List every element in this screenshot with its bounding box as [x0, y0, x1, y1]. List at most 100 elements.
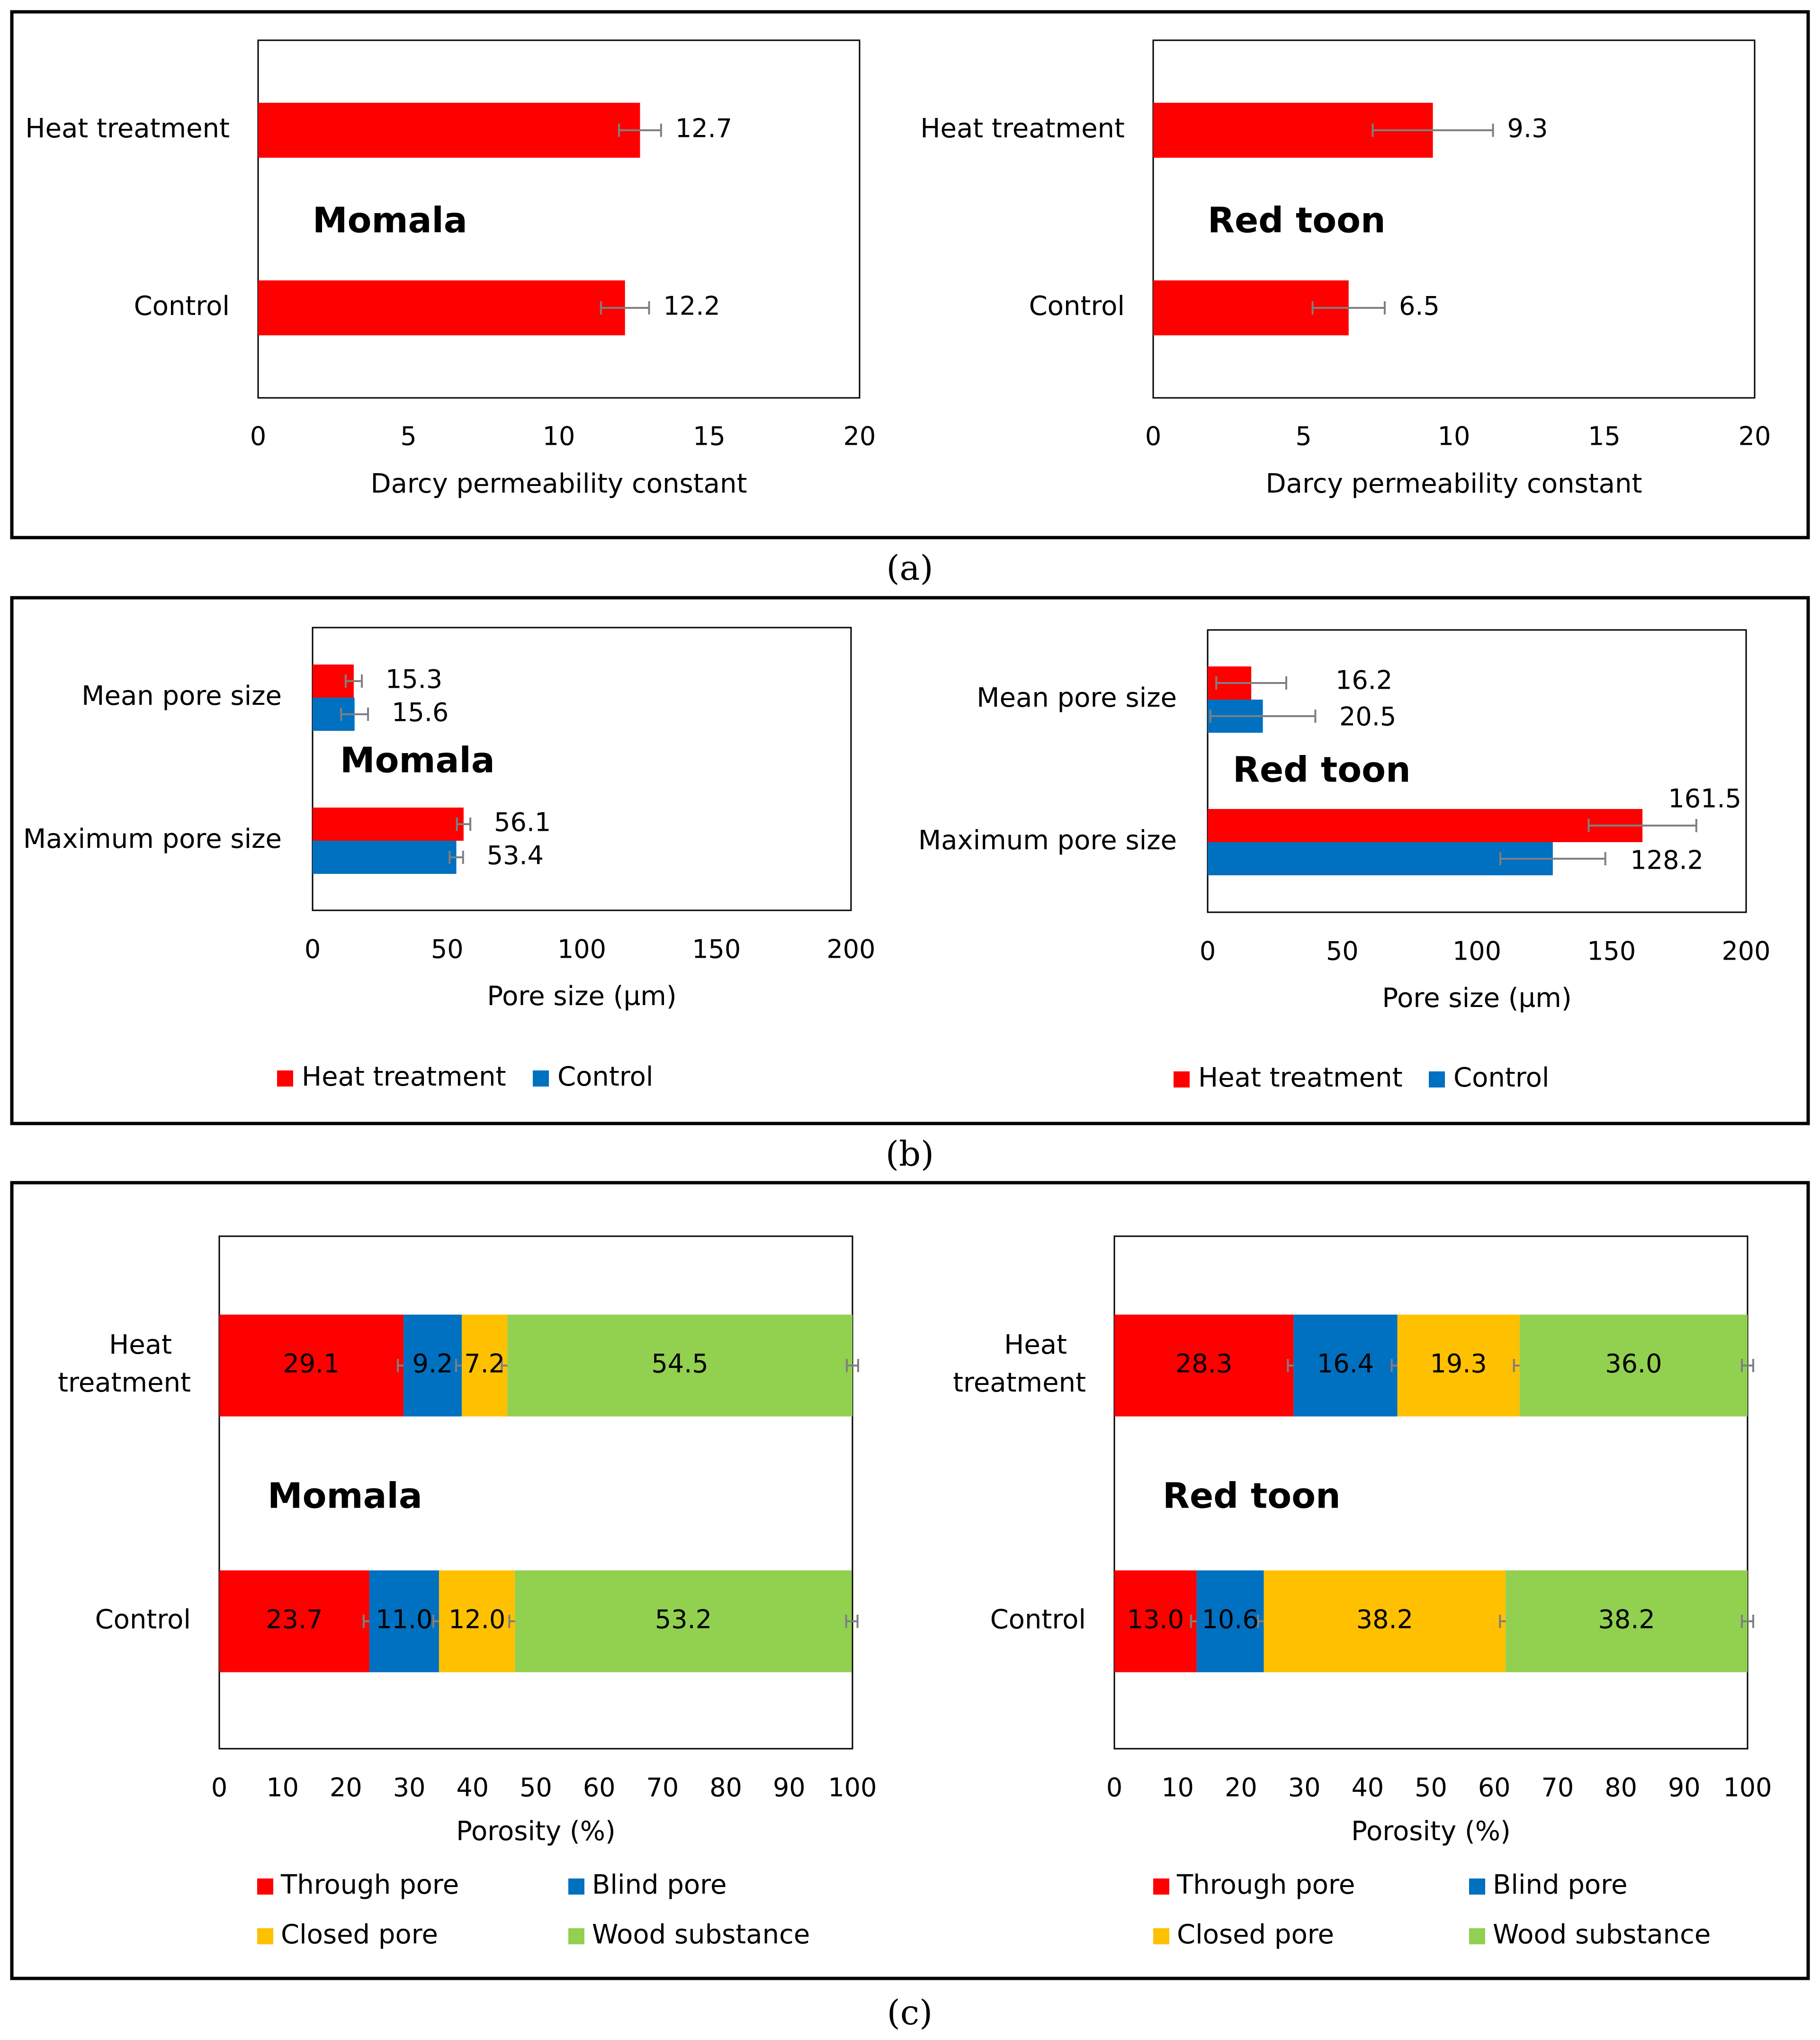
- wood-species-title: Momala: [313, 200, 467, 241]
- legend-label: Through pore: [1176, 1869, 1355, 1900]
- category-label: Control: [1029, 291, 1125, 322]
- legend: Heat treatment Control: [1174, 1062, 1549, 1093]
- bar-segment: [403, 1314, 462, 1417]
- x-tick-label: 60: [1478, 1773, 1511, 1803]
- x-axis: 0 50 100 150 200 Pore size (µm): [305, 935, 876, 1012]
- error-bar: [1372, 124, 1494, 137]
- data-label: 29.1: [283, 1349, 340, 1379]
- chart-b-3: Mean pore size 16.2 20.5 Maximum pore size 1…: [918, 629, 1771, 1093]
- data-label: 11.0: [376, 1605, 432, 1635]
- error-bar: [448, 851, 464, 864]
- plot-area: [257, 39, 861, 399]
- legend-label: Heat treatment: [1198, 1062, 1403, 1093]
- bar-segment: [1264, 1570, 1506, 1672]
- error-bar: [340, 708, 369, 721]
- category-label: Heat treatment: [25, 113, 230, 144]
- x-tick-label: 80: [1605, 1773, 1637, 1803]
- data-label: 13.0: [1127, 1605, 1184, 1635]
- x-tick-label: 200: [826, 935, 875, 964]
- panel-label: (c): [887, 1993, 933, 2032]
- category-label: Control: [95, 1604, 191, 1635]
- error-bar: [1209, 710, 1317, 723]
- panel-frame: [10, 1181, 1810, 1980]
- data-label: 38.2: [1598, 1605, 1655, 1635]
- x-axis: 0 10 20 30 40 50 60 70 80 90 100 Porosity (%): [211, 1773, 877, 1847]
- x-tick-label: 100: [1452, 936, 1501, 966]
- x-tick-label: 20: [843, 422, 876, 451]
- x-tick-label: 0: [211, 1773, 227, 1803]
- x-tick-label: 90: [773, 1773, 806, 1803]
- legend-label: Through pore: [280, 1869, 459, 1900]
- x-tick-label: 10: [1161, 1773, 1194, 1803]
- legend-swatch: [1469, 1928, 1485, 1944]
- x-tick-label: 5: [1295, 422, 1311, 451]
- x-tick-label: 50: [1415, 1773, 1447, 1803]
- data-label: 128.2: [1630, 845, 1703, 875]
- wood-species-title: Red toon: [1163, 1476, 1341, 1517]
- bar: [1208, 809, 1643, 842]
- x-tick-label: 20: [1225, 1773, 1257, 1803]
- category-label: Maximum pore size: [918, 825, 1177, 856]
- category-label-line: Heat: [1004, 1330, 1067, 1360]
- x-axis: 0 5 10 15 20 Darcy permeability constant: [250, 422, 876, 500]
- bar-segment: [1519, 1314, 1748, 1417]
- panel-frame: [10, 596, 1810, 1125]
- x-tick-label: 80: [709, 1773, 742, 1803]
- x-tick-label: 20: [1739, 422, 1771, 451]
- legend-label: Blind pore: [1493, 1869, 1627, 1900]
- error-bar: [344, 674, 363, 688]
- bar-segment: [1506, 1570, 1748, 1672]
- category-label: Maximum pore size: [23, 824, 282, 854]
- panel-frame: [10, 10, 1810, 539]
- category-label: Mean pore size: [81, 681, 282, 711]
- data-label: 6.5: [1399, 291, 1440, 321]
- data-label: 38.2: [1356, 1605, 1413, 1635]
- error-bar: [845, 1615, 859, 1628]
- legend-swatch: [257, 1928, 273, 1944]
- x-tick-label: 10: [543, 422, 575, 451]
- x-tick-label: 100: [1723, 1773, 1772, 1803]
- bar-segment: [462, 1314, 508, 1417]
- data-label: 36.0: [1605, 1349, 1662, 1379]
- x-tick-label: 150: [692, 935, 741, 964]
- bar-segment: [219, 1570, 369, 1672]
- data-label: 28.3: [1175, 1349, 1232, 1379]
- data-label: 19.3: [1430, 1349, 1487, 1379]
- data-label: 9.3: [1507, 114, 1548, 144]
- x-axis-title: Porosity (%): [1351, 1816, 1511, 1847]
- x-axis-title: Pore size (µm): [1382, 983, 1571, 1014]
- x-tick-label: 50: [520, 1773, 552, 1803]
- category-label: Control: [134, 291, 230, 322]
- error-bar: [1215, 676, 1288, 690]
- bar-segment: [1114, 1314, 1294, 1417]
- category-label-line: treatment: [58, 1367, 191, 1398]
- x-tick-label: 15: [693, 422, 726, 451]
- x-tick-label: 0: [305, 935, 321, 964]
- x-tick-label: 70: [646, 1773, 679, 1803]
- legend-swatch: [568, 1878, 584, 1895]
- legend: Through pore Blind pore Closed pore Wood su…: [257, 1869, 810, 1950]
- x-axis: 0 10 20 30 40 50 60 70 80 90 100 Porosity (%): [1106, 1773, 1772, 1847]
- legend-swatch: [277, 1070, 293, 1087]
- bar-segment: [515, 1570, 852, 1672]
- bar-segment: [507, 1314, 852, 1417]
- error-bar: [1311, 301, 1386, 315]
- data-label: 56.1: [494, 808, 551, 837]
- legend-label: Blind pore: [592, 1869, 726, 1900]
- legend-label: Closed pore: [1177, 1919, 1334, 1950]
- x-tick-label: 70: [1542, 1773, 1574, 1803]
- panel-label: (a): [886, 548, 933, 588]
- x-tick-label: 50: [431, 935, 464, 964]
- legend-swatch: [568, 1928, 584, 1944]
- error-bar: [1741, 1615, 1754, 1628]
- data-label: 161.5: [1668, 784, 1741, 814]
- bar: [258, 280, 625, 335]
- x-tick-label: 10: [1438, 422, 1470, 451]
- error-bar: [600, 301, 650, 315]
- x-tick-label: 100: [828, 1773, 877, 1803]
- error-bar: [618, 124, 662, 137]
- error-bar: [1499, 852, 1606, 865]
- error-bar: [1587, 819, 1697, 832]
- legend: Through pore Blind pore Closed pore Wood su…: [1153, 1869, 1711, 1950]
- x-tick-label: 0: [1106, 1773, 1122, 1803]
